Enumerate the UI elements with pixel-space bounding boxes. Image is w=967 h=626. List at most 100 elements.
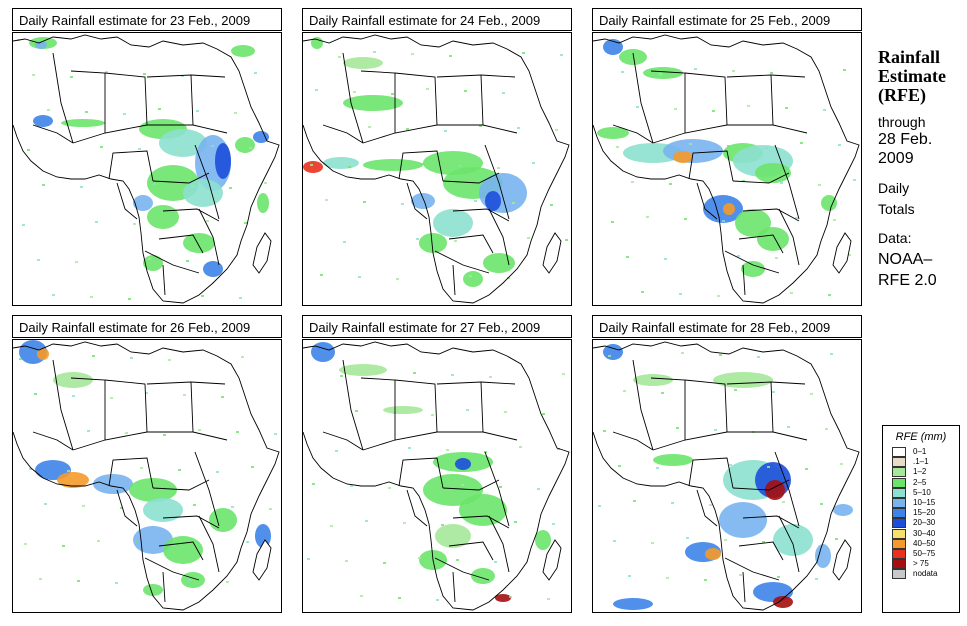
rain-speckle — [669, 183, 672, 185]
africa-map — [303, 342, 569, 610]
madagascar — [542, 232, 562, 274]
rain-speckle — [67, 470, 70, 472]
legend-items: 0–1.1–1 1–2 2–5 5–10 10–15 15–20 20–30 30–40 40–… — [883, 447, 959, 580]
rain-speckle — [631, 181, 634, 183]
legend-swatch — [892, 497, 906, 508]
rain-speckle — [853, 179, 856, 181]
map-panel-26-feb: Daily Rainfall estimate for 26 Feb., 200… — [12, 315, 282, 613]
rain-speckle — [211, 145, 214, 147]
border-line — [72, 431, 228, 451]
rain-blob — [735, 209, 771, 237]
rain-blob — [231, 45, 255, 57]
rain-speckle — [709, 504, 712, 506]
rain-speckle — [168, 359, 171, 361]
rain-speckle — [431, 414, 434, 416]
rain-speckle — [686, 537, 689, 539]
border-line — [774, 144, 800, 220]
rain-speckle — [734, 389, 737, 391]
border-line — [742, 515, 800, 529]
border-line — [612, 431, 654, 451]
rain-blob — [597, 127, 629, 139]
border-line — [778, 515, 800, 573]
panel-title: Daily Rainfall estimate for 27 Feb., 200… — [302, 315, 572, 338]
rain-speckle — [729, 464, 732, 466]
legend-swatch — [892, 538, 906, 549]
rain-speckle — [451, 374, 454, 376]
rain-speckle — [416, 238, 419, 240]
rain-speckle — [790, 292, 793, 294]
border-line — [116, 489, 138, 527]
border-line — [362, 431, 518, 451]
rain-speckle — [722, 220, 725, 222]
rain-blob — [419, 233, 447, 253]
rain-speckle — [368, 126, 371, 128]
map-panel-28-feb: Daily Rainfall estimate for 28 Feb., 200… — [592, 315, 862, 613]
rain-speckle — [613, 540, 616, 542]
rain-speckle — [489, 376, 492, 378]
border-line — [442, 479, 500, 491]
rain-speckle — [22, 224, 25, 226]
rain-blob — [343, 95, 403, 111]
border-line — [158, 234, 204, 254]
rain-speckle — [671, 502, 674, 504]
border-line — [342, 52, 364, 144]
rain-speckle — [340, 375, 343, 377]
rain-speckle — [216, 471, 219, 473]
rain-speckle — [315, 89, 318, 91]
rain-speckle — [446, 449, 449, 451]
rain-speckle — [135, 542, 138, 544]
rain-speckle — [19, 358, 22, 360]
rain-speckle — [504, 411, 507, 413]
rain-speckle — [229, 187, 232, 189]
africa-map — [593, 35, 859, 303]
rain-speckle — [777, 576, 780, 578]
rain-speckle — [115, 582, 118, 584]
rain-blob — [815, 544, 831, 568]
rain-blob — [57, 472, 89, 488]
rain-speckle — [727, 145, 730, 147]
rain-speckle — [737, 255, 740, 257]
rain-blob — [235, 137, 255, 153]
rain-speckle — [343, 241, 346, 243]
rain-speckle — [85, 111, 88, 113]
rain-speckle — [704, 579, 707, 581]
rain-speckle — [623, 390, 626, 392]
rain-blob — [463, 271, 483, 287]
border-line — [452, 208, 510, 222]
rain-speckle — [325, 199, 328, 201]
rain-speckle — [562, 373, 565, 375]
rain-speckle — [651, 542, 654, 544]
rain-speckle — [825, 428, 828, 430]
legend-swatch — [892, 477, 906, 488]
border-line — [104, 72, 148, 126]
rain-speckle — [388, 487, 391, 489]
panel-title: Daily Rainfall estimate for 28 Feb., 200… — [592, 315, 862, 338]
rain-speckle — [555, 129, 558, 131]
rain-speckle — [527, 237, 530, 239]
rain-speckle — [312, 483, 315, 485]
rain-speckle — [183, 394, 186, 396]
rain-speckle — [138, 148, 141, 150]
rain-speckle — [196, 110, 199, 112]
rain-speckle — [426, 88, 429, 90]
legend-item: 2–5 — [892, 477, 959, 488]
rain-speckle — [363, 201, 366, 203]
rain-blob — [821, 195, 837, 211]
coastline — [593, 341, 860, 611]
rain-blob — [143, 498, 183, 522]
rain-blob — [741, 261, 765, 277]
rain-speckle — [110, 397, 113, 399]
border-line — [162, 571, 166, 603]
rain-speckle — [618, 465, 621, 467]
land-fill — [593, 35, 859, 303]
rain-speckle — [550, 204, 553, 206]
legend-swatch — [892, 447, 906, 457]
rain-blob — [459, 494, 507, 526]
country-borders — [593, 341, 860, 611]
info-data-source-2: RFE 2.0 — [878, 272, 937, 289]
rain-speckle — [221, 396, 224, 398]
border-line — [104, 379, 148, 433]
panel-title: Daily Rainfall estimate for 25 Feb., 200… — [592, 8, 862, 31]
border-line — [162, 208, 220, 222]
border-line — [144, 557, 200, 581]
